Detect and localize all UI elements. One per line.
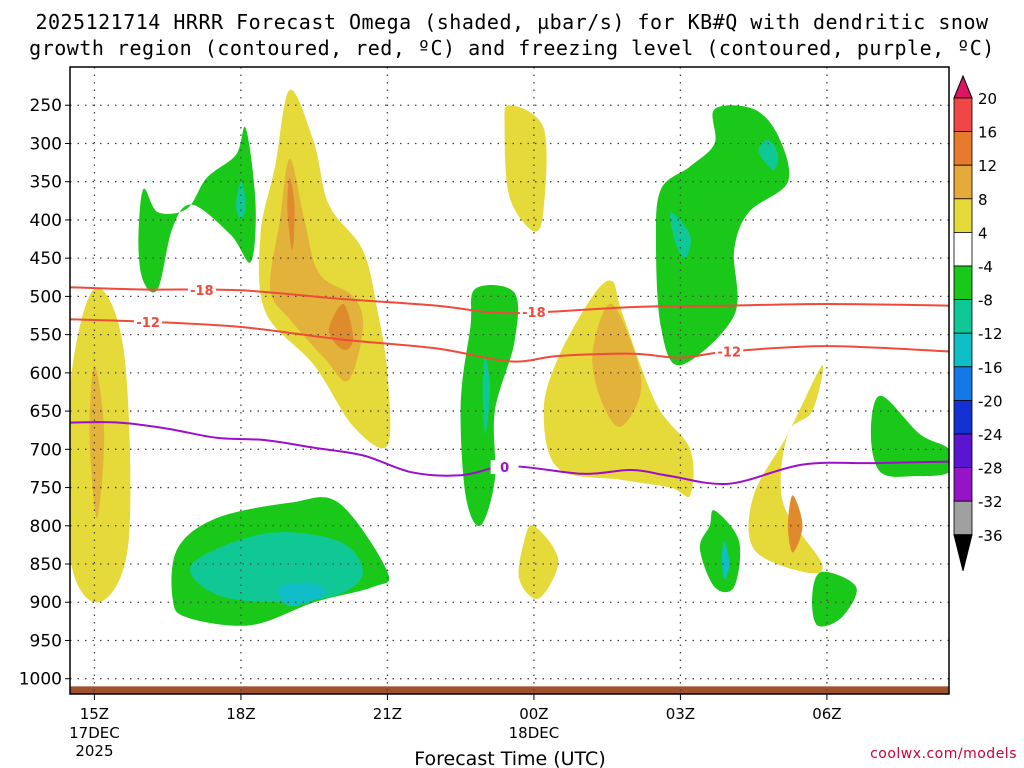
colorbar-swatch-1 xyxy=(953,97,973,132)
colorbar-swatch-5 xyxy=(953,231,973,267)
colorbar-swatch-11 xyxy=(953,433,973,468)
omega-region-25 xyxy=(870,395,949,477)
colorbar-label--8: -8 xyxy=(978,292,993,310)
y-tick-label-800: 800 xyxy=(30,517,62,537)
contour-label--18: -18 xyxy=(190,284,214,299)
y-tick-label-500: 500 xyxy=(30,287,62,307)
colorbar-label--32: -32 xyxy=(978,493,1003,511)
colorbar-swatch-8 xyxy=(953,332,973,368)
colorbar-label--16: -16 xyxy=(978,359,1003,377)
shade-group xyxy=(70,89,949,694)
omega-region-15 xyxy=(190,532,363,603)
colorbar-swatch-2 xyxy=(953,131,973,166)
colorbar-label--4: -4 xyxy=(978,258,993,276)
chart-title-line2: growth region (contoured, red, ºC) and f… xyxy=(29,36,995,60)
contour-label-0: 0 xyxy=(500,461,509,476)
colorbar-label-4: 4 xyxy=(978,224,988,242)
x-tick-label-00Z: 00Z xyxy=(519,705,548,723)
omega-region-13 xyxy=(236,181,246,220)
y-tick-label-450: 450 xyxy=(30,249,62,269)
colorbar-min-arrow xyxy=(953,534,973,571)
omega-region-17 xyxy=(460,285,519,527)
colorbar-label-12: 12 xyxy=(978,157,997,175)
y-tick-label-250: 250 xyxy=(30,96,62,116)
chart-title-line1: 2025121714 HRRR Forecast Omega (shaded, … xyxy=(35,10,989,34)
omega-region-22 xyxy=(699,510,741,593)
contour-label-bg-3 xyxy=(715,344,744,359)
omega-region-21 xyxy=(669,212,691,259)
contour-label--18: -18 xyxy=(522,306,546,321)
plot-frame xyxy=(69,66,950,695)
y-tick-label-300: 300 xyxy=(30,134,62,154)
omega-region-12 xyxy=(138,126,256,293)
x-tick-sublabel: 18DEC xyxy=(509,724,560,742)
x-tick-sublabel: 17DEC xyxy=(69,724,120,742)
colorbar-label--20: -20 xyxy=(978,392,1003,410)
contour-label-bg-4 xyxy=(490,460,519,475)
credit-link[interactable]: coolwx.com/models xyxy=(870,746,1017,762)
x-tick-label-18Z: 18Z xyxy=(226,705,255,723)
colorbar-swatch-13 xyxy=(953,500,973,536)
colorbar-label--36: -36 xyxy=(978,527,1003,545)
contour-label-bg-2 xyxy=(134,314,163,329)
colorbar-max-arrow xyxy=(953,74,973,99)
colorbar-label--24: -24 xyxy=(978,426,1003,444)
isotherm--12 xyxy=(70,318,949,363)
omega-region-16 xyxy=(278,582,326,607)
omega-region-20 xyxy=(758,139,779,171)
ground-surface xyxy=(70,686,949,694)
y-tick-label-850: 850 xyxy=(30,555,62,575)
omega-region-6 xyxy=(504,105,547,232)
colorbar-swatch-3 xyxy=(953,164,973,200)
isotherm-0 xyxy=(70,421,949,486)
y-tick-label-1000: 1000 xyxy=(19,670,62,690)
x-tick-label-21Z: 21Z xyxy=(373,705,402,723)
y-tick-label-900: 900 xyxy=(30,593,62,613)
colorbar-swatch-6 xyxy=(953,265,973,300)
omega-region-8 xyxy=(592,303,642,428)
colorbar-label--28: -28 xyxy=(978,460,1003,478)
colorbar-swatch-10 xyxy=(953,399,973,435)
colorbar-swatch-4 xyxy=(953,198,973,233)
contours: -18 -18 -12 -12 0 xyxy=(70,282,949,486)
y-tick-label-700: 700 xyxy=(30,440,62,460)
omega-region-10 xyxy=(748,364,824,574)
omega-region-4 xyxy=(287,177,295,251)
omega-region-11 xyxy=(787,495,803,553)
x-tick-sublabel: 2025 xyxy=(75,742,113,760)
colorbar-label-20: 20 xyxy=(978,90,997,108)
omega-region-1 xyxy=(89,365,105,519)
omega-region-24 xyxy=(812,571,857,627)
colorbar-label-8: 8 xyxy=(978,191,988,209)
x-tick-label-15Z: 15Z xyxy=(80,705,109,723)
y-tick-label-750: 750 xyxy=(30,479,62,499)
y-tick-label-600: 600 xyxy=(30,364,62,384)
colorbar: 20 16 12 8 4 -4 -8 -12 -16 -20 -24 -28 -32 -36 xyxy=(953,74,1003,571)
y-tick-label-550: 550 xyxy=(30,326,62,346)
colorbar-swatch-9 xyxy=(953,366,973,401)
colorbar-swatch-12 xyxy=(953,467,973,502)
y-tick-label-400: 400 xyxy=(30,211,62,231)
x-axis-title: Forecast Time (UTC) xyxy=(414,748,605,768)
colorbar-label-16: 16 xyxy=(978,124,997,142)
contour-label--12: -12 xyxy=(136,316,160,331)
contour-label-bg-1 xyxy=(519,304,548,319)
x-tick-label-03Z: 03Z xyxy=(666,705,695,723)
colorbar-swatch-7 xyxy=(953,299,973,334)
omega-region-19 xyxy=(655,105,790,366)
omega-shading xyxy=(70,89,949,694)
contour-label--12: -12 xyxy=(718,345,742,360)
axes: 250 300 350 400 450 500 550 600 650 700 750 800 850 9… xyxy=(19,66,950,768)
y-tick-label-950: 950 xyxy=(30,631,62,651)
omega-region-23 xyxy=(721,541,730,580)
omega-region-18 xyxy=(482,357,490,434)
omega-region-9 xyxy=(518,525,559,599)
contour-label-bg-0 xyxy=(187,282,216,297)
y-tick-label-650: 650 xyxy=(30,402,62,422)
x-tick-label-06Z: 06Z xyxy=(812,705,841,723)
y-tick-label-350: 350 xyxy=(30,173,62,193)
colorbar-label--12: -12 xyxy=(978,325,1003,343)
